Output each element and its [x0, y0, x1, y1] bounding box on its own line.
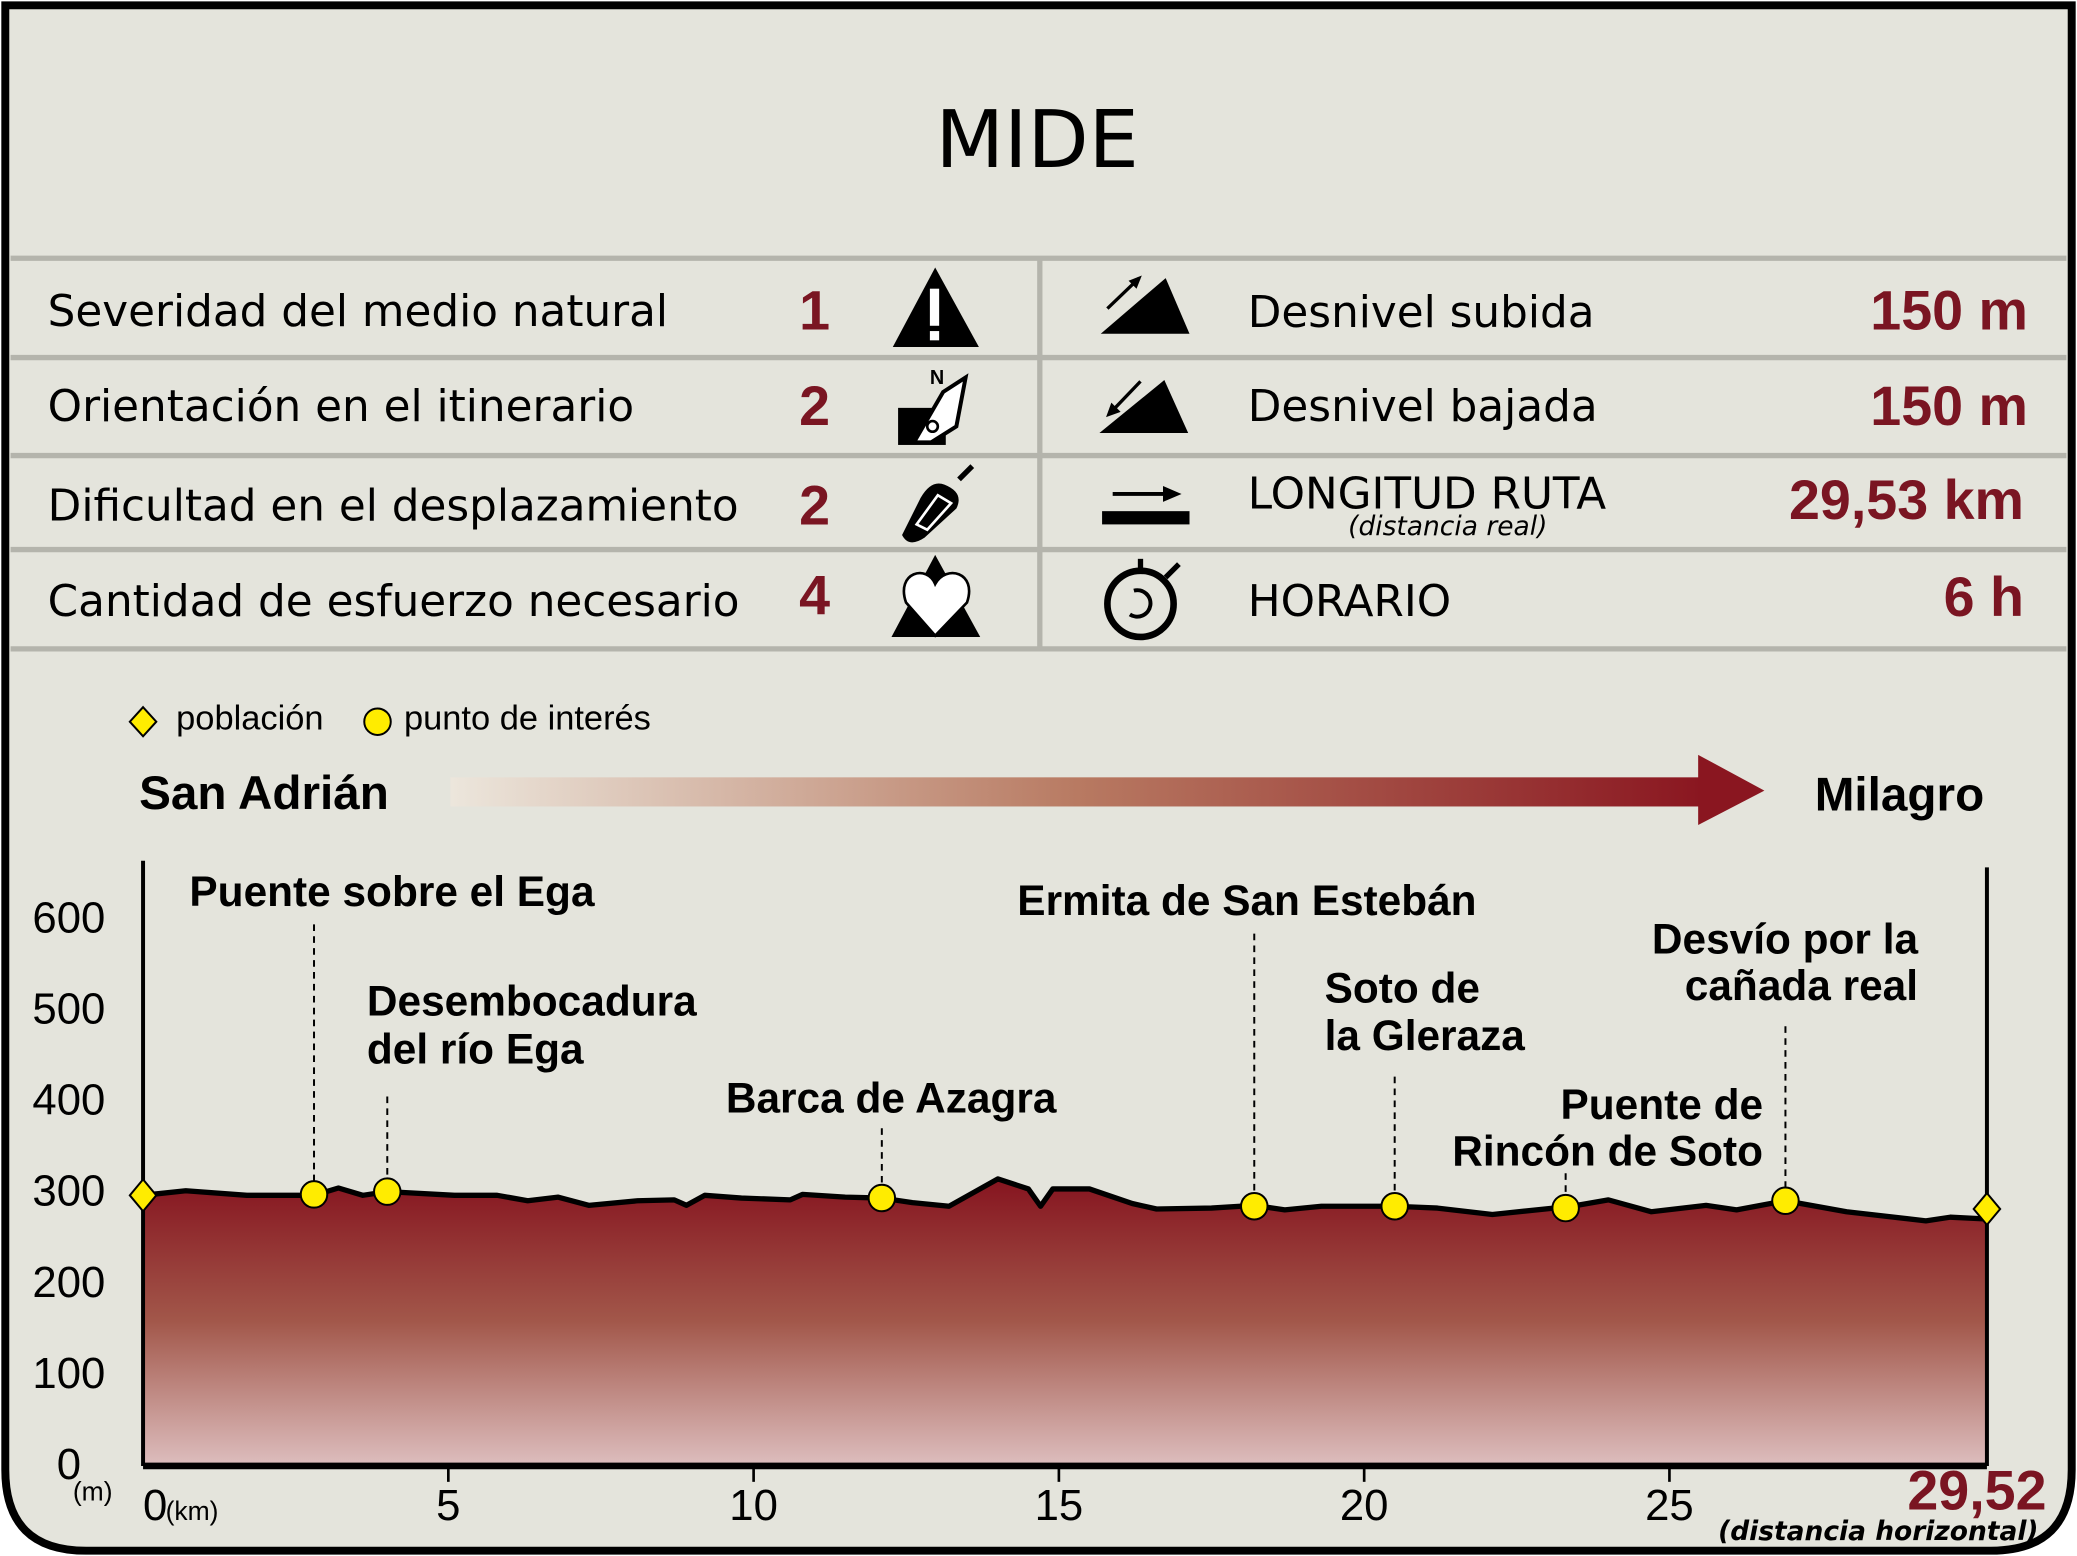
mide-table-grid: [10, 255, 2067, 652]
poi-marker: [867, 1183, 897, 1213]
row-label: Severidad del medio natural: [48, 286, 668, 337]
y-tick-label: 500: [32, 984, 105, 1033]
poi-label: Barca de Azagra: [726, 1074, 1057, 1121]
y-tick-label: 200: [32, 1258, 105, 1307]
row-value: 150 m: [1870, 375, 2028, 437]
legend-poi-label: punto de interés: [404, 700, 651, 738]
legend-town-diamond-icon: [128, 705, 158, 738]
poi-marker: [1551, 1193, 1580, 1223]
x-tick-label: 20: [1340, 1481, 1389, 1530]
y-tick-label: 300: [32, 1167, 105, 1216]
row-value: 6 h: [1944, 566, 2024, 628]
town-marker: [1972, 1191, 2002, 1227]
x-axis-unit: (km): [166, 1496, 219, 1526]
ascent-icon: [1100, 275, 1190, 334]
poi-label: Puente de: [1561, 1081, 1764, 1128]
distance-icon: [1102, 486, 1190, 525]
row-label: LONGITUD RUTA: [1248, 469, 1606, 520]
poi-label: Puente sobre el Ega: [189, 868, 595, 915]
row-value: 1: [799, 280, 830, 342]
elevation-line: [142, 1176, 1988, 1224]
svg-text:N: N: [930, 367, 944, 389]
row-value: 150 m: [1870, 280, 2028, 342]
compass-icon: N: [898, 367, 969, 445]
legend-town-label: población: [176, 700, 323, 738]
poi-marker: [1240, 1192, 1269, 1221]
page-title: MIDE: [935, 93, 1138, 186]
mide-row-orientacion: Orientación en el itinerario 2 N: [48, 367, 969, 445]
end-distance: 29,52: [1907, 1460, 2046, 1522]
y-tick-label: 600: [32, 893, 105, 942]
poi-label: Soto de: [1325, 964, 1480, 1011]
footprint-icon: [902, 464, 975, 543]
row-value: 4: [799, 564, 830, 626]
poi-marker: [373, 1177, 402, 1206]
row-value: 2: [799, 375, 830, 437]
poi-marker: [1771, 1186, 1800, 1216]
y-axis-unit: (m): [73, 1476, 113, 1506]
mide-row-desnivel-subida: Desnivel subida 150 m: [1100, 275, 2028, 342]
mide-row-desnivel-bajada: Desnivel bajada 150 m: [1099, 375, 2028, 437]
y-tick-label: 0: [57, 1440, 81, 1489]
route-end: Milagro: [1815, 768, 1984, 821]
mide-row-esfuerzo: Cantidad de esfuerzo necesario 4: [48, 554, 981, 638]
poi-label: cañada real: [1685, 962, 1918, 1009]
poi-label: Rincón de Soto: [1452, 1127, 1763, 1174]
row-label: Orientación en el itinerario: [48, 381, 634, 432]
poi-marker: [299, 1180, 329, 1209]
route-direction-arrow-icon: [450, 754, 1765, 826]
legend-poi-circle-icon: [363, 707, 392, 736]
heart-mountain-icon: [891, 554, 981, 638]
mide-row-longitud: LONGITUD RUTA (distancia real) 29,53 km: [1102, 469, 2024, 542]
x-tick-label: 0: [143, 1481, 167, 1530]
route-start: San Adrián: [139, 767, 389, 820]
row-label: Dificultad en el desplazamiento: [48, 480, 739, 531]
descent-icon: [1099, 380, 1189, 434]
row-label: Desnivel subida: [1248, 287, 1595, 338]
poi-label: Ermita de San Estebán: [1017, 877, 1476, 924]
row-label: Desnivel bajada: [1248, 381, 1598, 432]
row-value: 2: [799, 474, 830, 536]
x-tick-label: 5: [436, 1481, 460, 1530]
row-label: Cantidad de esfuerzo necesario: [48, 576, 740, 627]
row-value: 29,53 km: [1789, 469, 2024, 531]
row-label: HORARIO: [1248, 576, 1451, 627]
x-tick-label: 10: [729, 1481, 778, 1530]
y-tick-label: 100: [32, 1349, 105, 1398]
end-distance-note: (distancia horizontal): [1718, 1516, 2038, 1547]
town-marker: [128, 1177, 158, 1213]
mide-row-horario: HORARIO 6 h: [1104, 558, 2024, 641]
poi-label: del río Ega: [367, 1025, 584, 1072]
x-tick-label: 25: [1645, 1481, 1694, 1530]
poi-label: Desvío por la: [1652, 915, 1919, 962]
poi-label: Desembocadura: [367, 978, 697, 1025]
elevation-profile-chart: 0 100 200 300 400 500 600 0 5 10 15 20 25 (m) (km) 29,5…: [32, 860, 2047, 1547]
row-sublabel: (distancia real): [1348, 511, 1547, 542]
mide-row-severidad: Severidad del medio natural 1: [48, 267, 979, 347]
elevation-area: [143, 1178, 1987, 1464]
poi-label: la Gleraza: [1325, 1012, 1526, 1059]
warning-mountain-icon: [892, 267, 979, 347]
poi-marker: [1380, 1192, 1409, 1221]
stopwatch-icon: [1104, 558, 1181, 641]
x-tick-label: 15: [1035, 1481, 1084, 1530]
y-tick-label: 400: [32, 1076, 105, 1125]
mide-row-dificultad: Dificultad en el desplazamiento 2: [48, 464, 975, 543]
legend: población punto de interés: [128, 700, 651, 738]
